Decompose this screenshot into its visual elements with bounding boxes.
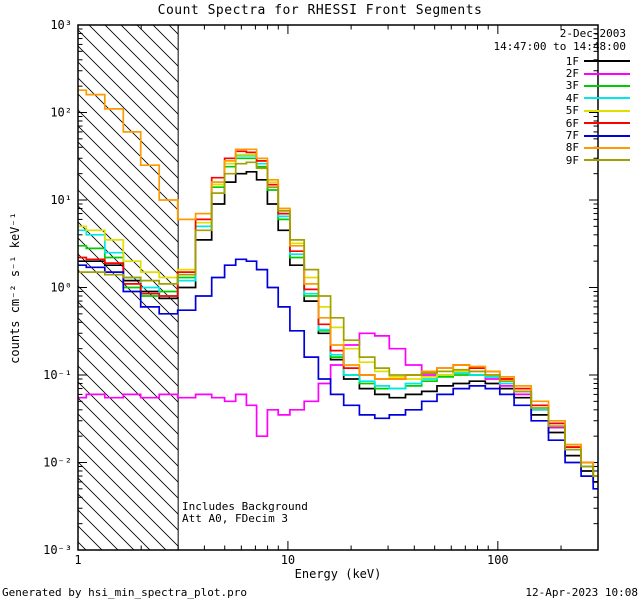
- legend-label: 5F: [565, 104, 579, 118]
- legend-line: [584, 159, 630, 162]
- footer-timestamp: 12-Apr-2023 10:08: [525, 586, 638, 599]
- legend-line: [584, 109, 630, 112]
- legend-item: 8F: [565, 141, 630, 155]
- legend-item: 2F: [565, 67, 630, 81]
- y-axis-label: counts cm⁻² s⁻¹ keV⁻¹: [8, 212, 22, 364]
- legend-label: 4F: [565, 91, 579, 105]
- legend-line: [584, 60, 630, 63]
- legend-item: 7F: [565, 129, 630, 143]
- svg-text:10⁻³: 10⁻³: [43, 543, 72, 557]
- legend-label: 8F: [565, 141, 579, 155]
- legend-label: 6F: [565, 116, 579, 130]
- legend-line: [584, 122, 630, 125]
- legend-line: [584, 84, 630, 87]
- page-title: Count Spectra for RHESSI Front Segments: [157, 3, 483, 18]
- svg-text:10⁰: 10⁰: [50, 281, 72, 295]
- observation-time-range: 14:47:00 to 14:48:00: [493, 40, 626, 53]
- legend-label: 2F: [565, 67, 579, 81]
- legend-item: 5F: [565, 104, 630, 118]
- legend-item: 1F: [565, 54, 630, 68]
- svg-text:10²: 10²: [50, 106, 72, 120]
- legend-label: 9F: [565, 153, 579, 167]
- svg-text:100: 100: [487, 553, 509, 567]
- annotation-background: Includes Background: [182, 500, 308, 513]
- legend-label: 1F: [565, 54, 579, 68]
- svg-text:10¹: 10¹: [50, 193, 72, 207]
- legend-item: 3F: [565, 79, 630, 93]
- legend-line: [584, 146, 630, 149]
- svg-text:10³: 10³: [50, 18, 72, 32]
- legend-line: [584, 134, 630, 137]
- legend: 1F 2F 3F 4F 5F 6F 7F 8F 9F: [566, 55, 630, 167]
- legend-label: 7F: [565, 129, 579, 143]
- observation-date: 2-Dec-2003: [559, 27, 626, 40]
- svg-text:10⁻²: 10⁻²: [43, 456, 72, 470]
- svg-text:1: 1: [74, 553, 81, 567]
- legend-item: 9F: [565, 153, 630, 167]
- legend-label: 3F: [565, 79, 579, 93]
- annotation-attenuator: Att A0, FDecim 3: [182, 512, 288, 525]
- svg-text:10⁻¹: 10⁻¹: [43, 368, 72, 382]
- footer-generator: Generated by hsi_min_spectra_plot.pro: [2, 586, 248, 599]
- legend-item: 6F: [565, 116, 630, 130]
- svg-text:10: 10: [281, 553, 295, 567]
- x-axis-label: Energy (keV): [294, 567, 382, 581]
- legend-line: [584, 72, 630, 75]
- legend-item: 4F: [565, 91, 630, 105]
- legend-line: [584, 97, 630, 100]
